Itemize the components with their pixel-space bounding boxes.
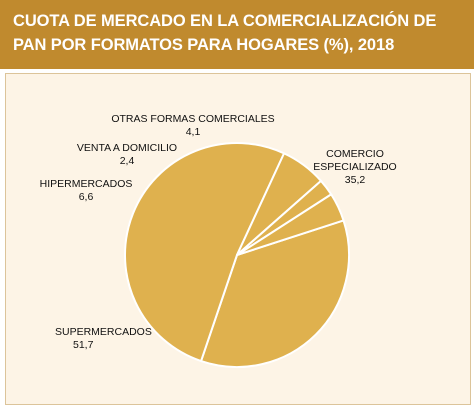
slice-label-otras-formas-comerciales: OTRAS FORMAS COMERCIALES — [111, 113, 274, 125]
slice-value-comercio-especializado: 35,2 — [345, 174, 366, 186]
slice-label-comercio-especializado: COMERCIO — [326, 148, 384, 160]
slice-value-otras-formas-comerciales: 4,1 — [186, 126, 201, 138]
slice-label-hipermercados: HIPERMERCADOS — [40, 178, 133, 190]
slice-value-venta-a-domicilio: 2,4 — [120, 155, 135, 167]
chart-header: CUOTA DE MERCADO EN LA COMERCIALIZACIÓN … — [0, 0, 474, 69]
pie-slice-comercio-especializado — [200, 219, 350, 368]
pie-slice-supermercados — [124, 142, 286, 363]
slice-label-venta-a-domicilio: VENTA A DOMICILIO — [77, 142, 177, 154]
slice-label-supermercados: SUPERMERCADOS — [55, 326, 152, 338]
slice-value-hipermercados: 6,6 — [79, 191, 94, 203]
chart-title: CUOTA DE MERCADO EN LA COMERCIALIZACIÓN … — [13, 12, 437, 54]
pie-slice-otras-formas-comerciales — [236, 193, 345, 256]
slice-label-comercio-especializado: ESPECIALIZADO — [313, 161, 396, 173]
slice-value-supermercados: 51,7 — [73, 339, 94, 351]
